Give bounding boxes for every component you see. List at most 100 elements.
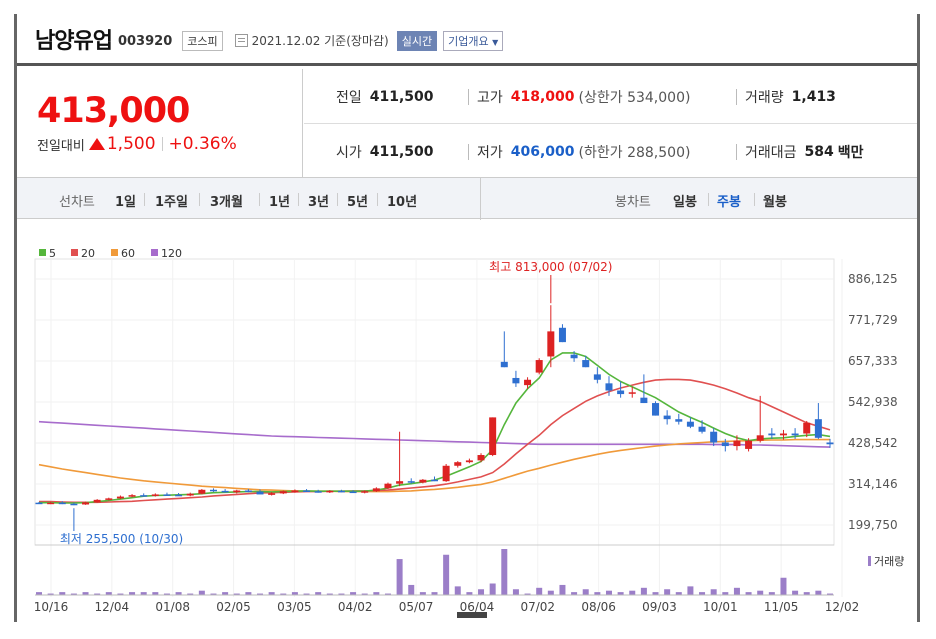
volume-bar: [59, 592, 66, 595]
x-tick-label: 12/02: [825, 600, 860, 614]
volume-bar: [687, 586, 694, 595]
candle-body: [431, 479, 438, 482]
volume-bar: [280, 593, 287, 595]
period-1w[interactable]: 1주일: [155, 195, 188, 210]
amount-value: 584: [804, 144, 834, 160]
candle-body: [163, 494, 171, 496]
volume-bar: [152, 592, 159, 595]
prev-close: 전일 411,500: [336, 87, 434, 107]
candle-body: [244, 490, 252, 493]
realtime-button[interactable]: 실시간: [396, 30, 438, 51]
volume-bar: [501, 549, 508, 595]
price-stats: 전일 411,500 고가 418,000 (상한가 534,000) 거래량 1,41…: [304, 69, 917, 177]
candle-body: [268, 493, 276, 495]
company-overview-label: 기업개요: [448, 34, 489, 48]
scroll-handle[interactable]: [457, 612, 487, 618]
candle-body: [803, 422, 811, 434]
candle-body: [710, 431, 718, 443]
volume-bar: [780, 577, 787, 595]
volume-bar: [384, 593, 391, 595]
volume-bar: [94, 593, 101, 595]
candle-body: [745, 440, 753, 449]
candle-body: [198, 489, 206, 494]
candle-body: [116, 496, 124, 499]
volume-bar: [419, 592, 426, 595]
high-value: 418,000: [510, 89, 575, 105]
x-tick-label: 02/05: [216, 600, 251, 614]
candle-body: [175, 494, 183, 497]
x-tick-label: 07/02: [520, 600, 555, 614]
candle-body: [256, 491, 264, 495]
candle-body: [70, 503, 78, 506]
volume-bar: [512, 589, 519, 595]
period-1y[interactable]: 1년: [269, 195, 291, 210]
x-tick-label: 12/04: [95, 600, 130, 614]
stock-header: 남양유업 003920 코스피 2021.12.02 기준(장마감) 실시간 기…: [17, 14, 917, 66]
volume-bar: [722, 592, 729, 595]
stock-name[interactable]: 남양유업: [35, 28, 113, 54]
volume-bar: [315, 592, 322, 595]
candle-body: [756, 435, 764, 441]
company-overview-dropdown[interactable]: 기업개요 ▼: [443, 30, 504, 51]
market-badge: 코스피: [182, 30, 223, 51]
period-daily[interactable]: 일봉: [673, 195, 697, 210]
legend-swatch: [39, 249, 46, 256]
candle-body: [814, 419, 822, 438]
candle-body: [779, 433, 787, 436]
candle-body: [186, 493, 194, 496]
candle-body: [233, 490, 241, 493]
divider: [161, 137, 163, 151]
candle-body: [303, 490, 311, 493]
volume-bar: [338, 593, 345, 595]
candle-body: [593, 374, 601, 380]
candle-body: [698, 426, 706, 432]
legend-swatch: [71, 249, 78, 256]
open-price: 시가 411,500: [336, 142, 434, 162]
period-5y[interactable]: 5년: [347, 195, 369, 210]
price-chart[interactable]: 886,125 771,729 657,333 542,938 428,542 314,1…: [17, 219, 917, 622]
volume-bar: [198, 590, 205, 595]
period-monthly[interactable]: 월봉: [763, 195, 787, 210]
y-tick-label: 199,750: [848, 518, 898, 532]
divider: [468, 89, 469, 105]
period-10y[interactable]: 10년: [387, 195, 418, 210]
candle-body: [768, 433, 776, 436]
chevron-down-icon: ▼: [492, 37, 499, 47]
period-3y[interactable]: 3년: [308, 195, 330, 210]
lower-limit: (하한가 288,500): [578, 145, 691, 161]
candle-body: [105, 498, 113, 500]
volume-bar: [675, 592, 682, 595]
divider: [480, 178, 481, 220]
volume-bar: [803, 592, 810, 595]
volume-bar: [524, 593, 531, 595]
volume-bar: [792, 590, 799, 595]
x-tick-label: 06/04: [460, 600, 495, 614]
volume-bar: [443, 554, 450, 595]
stock-widget: 남양유업 003920 코스피 2021.12.02 기준(장마감) 실시간 기…: [14, 14, 920, 622]
price-summary: 413,000 전일대비 1,500 +0.36%: [17, 69, 303, 177]
volume-bar: [699, 592, 706, 595]
x-tick-label: 11/05: [764, 600, 799, 614]
candle-body: [454, 462, 462, 466]
period-weekly[interactable]: 주봉: [717, 195, 741, 210]
prev-value: 411,500: [369, 89, 434, 105]
x-tick-label: 04/02: [338, 600, 373, 614]
volume-bar: [187, 593, 194, 595]
min-annotation: 최저 255,500 (10/30): [60, 532, 183, 546]
change-label: 전일대비: [37, 138, 85, 154]
candle-body: [721, 442, 729, 447]
period-3m[interactable]: 3개월: [210, 195, 243, 210]
volume-bar: [82, 592, 89, 595]
candle-body: [617, 390, 625, 395]
candle-body: [35, 502, 43, 505]
volume-bar: [559, 584, 566, 595]
volume-bar: [489, 583, 496, 595]
candle-body: [326, 490, 334, 493]
period-1d[interactable]: 1일: [115, 195, 137, 210]
volume-bar: [291, 592, 298, 595]
x-tick-label: 10/01: [703, 600, 738, 614]
divider: [259, 193, 260, 206]
volume-bar: [431, 592, 438, 595]
x-tick-label: 08/06: [581, 600, 616, 614]
low-value: 406,000: [510, 144, 575, 160]
